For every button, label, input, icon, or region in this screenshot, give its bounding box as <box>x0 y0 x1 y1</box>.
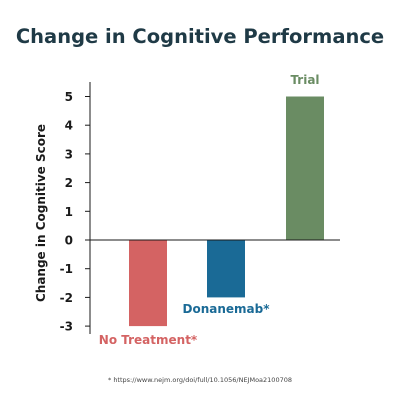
chart-title: Change in Cognitive Performance <box>16 25 384 48</box>
bar-trial <box>286 96 324 240</box>
bar-no-treatment <box>129 240 167 327</box>
footnote: * https://www.nejm.org/doi/full/10.1056/… <box>108 376 292 384</box>
y-tick-label: 3 <box>65 147 73 161</box>
y-tick-label: -1 <box>60 262 73 276</box>
y-axis-label: Change in Cognitive Score <box>34 124 48 302</box>
bars <box>129 96 324 327</box>
bar-category-label: Donanemab* <box>183 302 271 316</box>
bar-donanemab <box>207 240 245 298</box>
y-tick-label: 5 <box>65 90 73 104</box>
y-tick-label: 4 <box>65 119 73 133</box>
bar-category-label: Trial <box>290 73 319 87</box>
y-tick-label: 1 <box>65 205 73 219</box>
y-tick-label: -2 <box>60 291 73 305</box>
y-tick-label: 2 <box>65 176 73 190</box>
bar-labels: No Treatment* Donanemab* Trial <box>99 73 320 347</box>
y-tick-label: -3 <box>60 320 73 334</box>
y-tick-label: 0 <box>65 234 73 248</box>
bar-category-label: No Treatment* <box>99 333 198 347</box>
y-axis-ticks: 5 4 3 2 1 0 -1 -2 -3 <box>60 90 90 334</box>
